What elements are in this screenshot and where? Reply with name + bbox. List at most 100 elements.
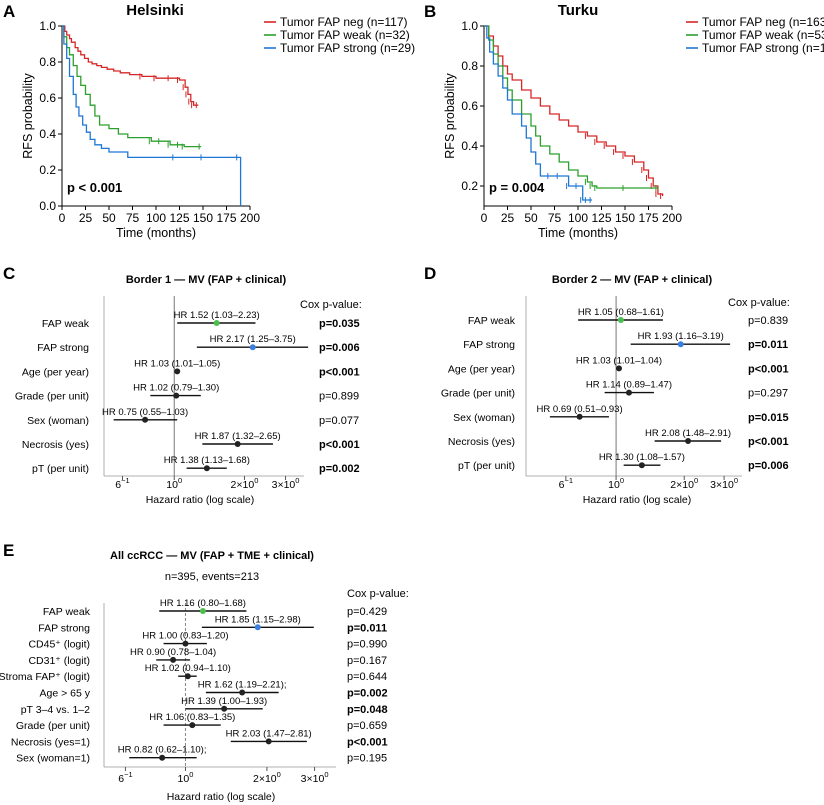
legend-entry: Tumor FAP neg (n=117): [280, 15, 408, 29]
hr-annotation: HR 1.02 (0.94–1.10): [145, 663, 231, 674]
hr-point: [173, 392, 180, 399]
hr-annotation: HR 1.38 (1.13–1.68): [164, 455, 250, 466]
x-axis-label: Hazard ratio (log scale): [167, 791, 276, 803]
x-axis-label: Time (months): [116, 226, 196, 240]
chart-title: Border 1 — MV (FAP + clinical): [126, 274, 287, 286]
y-tick-label: 0.4: [39, 127, 56, 141]
row-label: Sex (woman): [453, 412, 515, 424]
p-value: p=0.297: [748, 388, 788, 400]
hr-annotation: HR 0.75 (0.55–1.03): [102, 407, 188, 418]
row-label: FAP strong: [463, 339, 515, 351]
hr-point: [182, 640, 189, 647]
row-label: Sex (woman=1): [16, 753, 90, 765]
hr-point: [617, 317, 624, 323]
p-value: p<0.001: [319, 439, 360, 451]
x-tick-label: 175: [216, 211, 236, 225]
y-tick-label: 0.2: [461, 179, 478, 193]
km-panel-A: [58, 21, 276, 210]
p-value: p=0.002: [347, 688, 388, 700]
hr-point: [234, 441, 241, 447]
y-axis-label: RFS probability: [21, 73, 35, 159]
hr-annotation: HR 0.69 (0.51–0.93): [537, 404, 623, 415]
x-tick-label: 6−1: [559, 476, 573, 491]
hr-point: [221, 705, 228, 712]
legend-entry: Tumor FAP strong (n=16): [702, 41, 824, 55]
x-tick-label: 150: [193, 211, 213, 225]
y-tick-label: 0.8: [461, 59, 478, 73]
hr-annotation: HR 1.00 (0.83–1.20): [142, 631, 228, 642]
p-value-label: p < 0.001: [67, 180, 122, 195]
p-value: p=0.429: [347, 606, 387, 618]
row-label: Necrosis (yes): [22, 439, 89, 451]
x-tick-label: 75: [548, 211, 562, 225]
row-label: FAP strong: [37, 342, 89, 354]
cox-header: Cox p-value:: [347, 588, 409, 600]
hr-point: [677, 341, 684, 348]
y-tick-label: 0.0: [39, 199, 56, 213]
hr-annotation: HR 1.30 (1.08–1.57): [599, 452, 685, 463]
x-tick-label: 150: [615, 211, 635, 225]
x-tick-label: 0: [481, 211, 488, 225]
hr-annotation: HR 1.85 (1.15–2.98): [215, 614, 301, 625]
y-tick-label: 0.2: [39, 163, 56, 177]
forest-panel-C: 6−1 100 2×100 3×100: [103, 296, 309, 491]
x-tick-label: 25: [79, 211, 93, 225]
x-tick-label: 2×100: [231, 476, 259, 491]
p-value: p=0.035: [319, 318, 360, 330]
hr-annotation: HR 1.93 (1.16–3.19): [638, 331, 724, 342]
hr-annotation: HR 2.08 (1.48–2.91): [645, 428, 731, 439]
y-tick-label: 0.8: [39, 55, 56, 69]
x-tick-label: 6−1: [118, 770, 132, 785]
chart-title: All ccRCC — MV (FAP + TME + clinical): [110, 550, 314, 562]
legend-entry: Tumor FAP weak (n=53): [702, 28, 824, 42]
x-tick-label: 3×100: [301, 770, 329, 785]
hr-annotation: HR 1.05 (0.68–1.61): [578, 307, 664, 318]
row-label: pT 3–4 vs. 1–2: [21, 704, 90, 716]
hr-point: [170, 656, 177, 663]
row-label: Grade (per unit): [16, 720, 90, 732]
p-value: p=0.002: [319, 463, 360, 475]
row-label: CD45⁺ (logit): [28, 639, 90, 651]
hr-point: [685, 438, 692, 444]
x-tick-label: 75: [126, 211, 140, 225]
x-axis-label: Time (months): [538, 226, 618, 240]
x-tick-label: 3×100: [710, 476, 738, 491]
x-tick-label: 200: [240, 211, 260, 225]
row-label: Age > 65 y: [40, 688, 91, 700]
row-label: Grade (per unit): [15, 391, 89, 403]
chart-subtitle: n=395, events=213: [165, 571, 259, 583]
x-tick-label: 100: [568, 211, 588, 225]
x-tick-label: 2×100: [670, 476, 698, 491]
y-tick-label: 0.6: [461, 99, 478, 113]
hr-annotation: HR 0.90 (0.78–1.04): [130, 647, 216, 658]
p-value: p<0.001: [748, 436, 789, 448]
legend-entry: Tumor FAP weak (n=32): [280, 28, 410, 42]
x-tick-label: 200: [662, 211, 682, 225]
hr-annotation: HR 1.06 (0.83–1.35): [149, 712, 235, 723]
row-label: Necrosis (yes=1): [11, 736, 90, 748]
chart-title: Border 2 — MV (FAP + clinical): [552, 274, 713, 286]
hr-point: [638, 462, 645, 469]
row-label: FAP weak: [468, 315, 516, 327]
hr-point: [199, 608, 206, 614]
y-axis-label: RFS probability: [443, 73, 457, 159]
hr-point: [213, 320, 220, 326]
hr-point: [159, 754, 166, 761]
forest-panel-E: 6−1 100 2×100 3×100: [103, 603, 336, 785]
hr-point: [184, 673, 191, 680]
km-curve-blue: [62, 25, 242, 206]
p-value: p=0.006: [748, 460, 789, 472]
cox-header: Cox p-value:: [728, 297, 790, 309]
p-value: p<0.001: [319, 366, 360, 378]
row-label: FAP weak: [42, 318, 90, 330]
p-value: p=0.195: [347, 753, 387, 765]
p-value: p=0.167: [347, 655, 387, 667]
p-value: p=0.990: [347, 639, 387, 651]
hr-point: [625, 389, 632, 396]
cox-header: Cox p-value:: [300, 299, 362, 311]
km-curve-green: [484, 25, 658, 189]
x-tick-label: 25: [501, 211, 515, 225]
p-value: p=0.659: [347, 720, 387, 732]
km-curve-green: [62, 25, 202, 148]
